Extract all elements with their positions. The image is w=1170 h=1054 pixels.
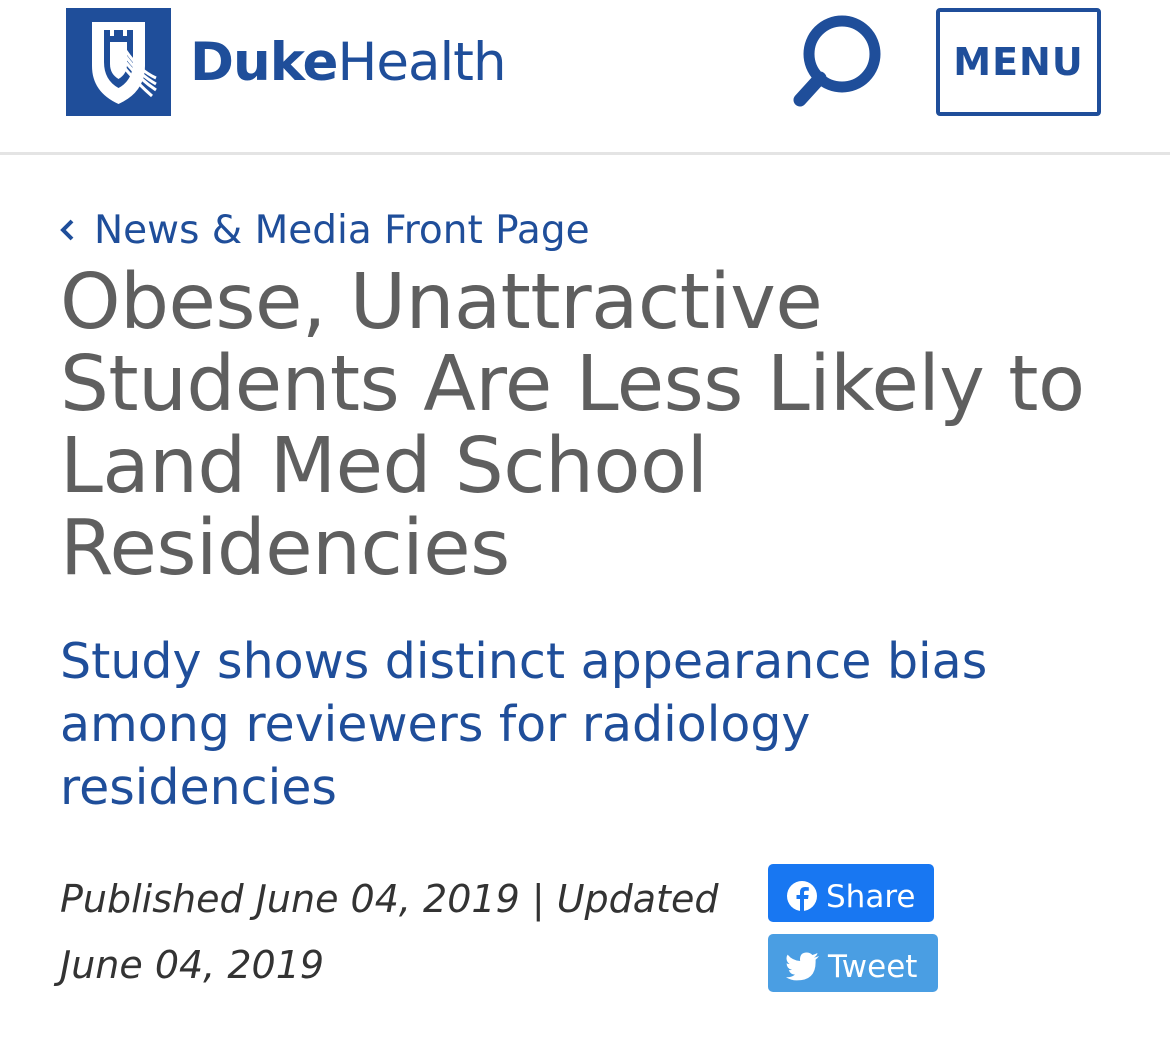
logo-wordmark-light: Health [337, 32, 507, 93]
menu-button[interactable]: MENU [936, 8, 1101, 116]
twitter-bird-icon [786, 952, 819, 981]
site-header: DukeHealth MENU [0, 0, 1170, 155]
article-title: Obese, Unattractive Students Are Less Li… [60, 258, 1085, 593]
facebook-icon [787, 881, 817, 911]
duke-health-logo-icon[interactable] [66, 8, 171, 116]
article-subtitle: Study shows distinct appearance bias amo… [60, 633, 988, 816]
breadcrumb-label: News & Media Front Page [94, 207, 590, 253]
facebook-share-button[interactable]: Share [768, 864, 934, 922]
search-button[interactable] [790, 12, 896, 112]
publish-date: Published June 04, 2019 | Updated June 0… [60, 877, 719, 987]
twitter-tweet-button[interactable]: Tweet [768, 934, 938, 992]
logo-wordmark[interactable]: DukeHealth [190, 28, 507, 98]
breadcrumb-back-link[interactable]: News & Media Front Page [58, 205, 590, 255]
logo-wordmark-bold: Duke [190, 32, 338, 93]
tweet-label: Tweet [828, 949, 918, 985]
magnifier-icon [793, 15, 881, 107]
chevron-left-icon [60, 219, 74, 241]
share-label: Share [826, 879, 916, 915]
